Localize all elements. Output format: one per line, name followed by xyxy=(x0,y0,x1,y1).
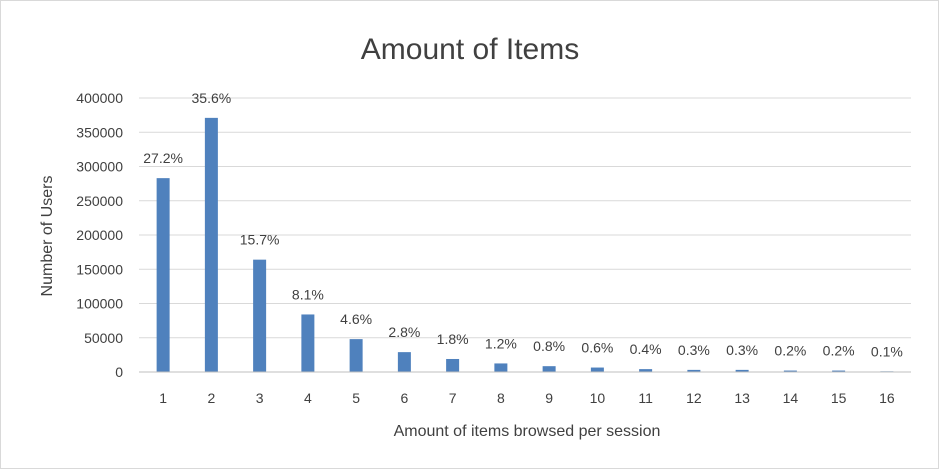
bars xyxy=(156,117,894,373)
x-tick-label-11: 11 xyxy=(638,390,653,406)
x-tick-label-12: 12 xyxy=(686,390,702,406)
data-label-10: 0.6% xyxy=(581,340,613,356)
data-labels: 27.2% 35.6% 15.7% 8.1% 4.6% 2.8% 1.8% 1.2% 0.8% 0… xyxy=(143,90,903,359)
data-label-8: 1.2% xyxy=(485,335,517,351)
y-tick-label: 300000 xyxy=(76,159,123,175)
x-tick-label-7: 7 xyxy=(449,390,457,406)
data-label-3: 15.7% xyxy=(240,232,280,248)
x-axis-title: Amount of items browsed per session xyxy=(394,423,661,440)
data-label-2: 35.6% xyxy=(192,90,232,106)
x-tick-label-6: 6 xyxy=(400,390,408,406)
bar-3 xyxy=(253,259,267,372)
y-tick-label: 150000 xyxy=(76,261,123,277)
gridlines xyxy=(139,97,911,339)
data-label-7: 1.8% xyxy=(437,331,469,347)
bar-7 xyxy=(446,358,460,372)
data-label-4: 8.1% xyxy=(292,286,324,302)
bar-13 xyxy=(735,369,749,372)
data-label-6: 2.8% xyxy=(388,324,420,340)
bar-6 xyxy=(397,352,411,372)
x-tick-label-1: 1 xyxy=(159,390,167,406)
x-tick-label-8: 8 xyxy=(497,390,505,406)
x-tick-label-9: 9 xyxy=(545,390,553,406)
data-label-11: 0.4% xyxy=(630,341,662,357)
y-tick-label: 400000 xyxy=(76,90,123,106)
data-label-13: 0.3% xyxy=(726,342,758,358)
y-tick-label: 350000 xyxy=(76,124,123,140)
x-tick-label-2: 2 xyxy=(207,390,215,406)
y-tick-label: 0 xyxy=(115,364,123,380)
data-label-1: 27.2% xyxy=(143,150,183,166)
y-axis-title: Number of Users xyxy=(39,176,56,297)
bar-9 xyxy=(542,366,556,372)
x-tick-label-10: 10 xyxy=(590,390,606,406)
bar-14 xyxy=(783,370,797,372)
x-tick-label-16: 16 xyxy=(879,390,895,406)
x-tick-label-4: 4 xyxy=(304,390,312,406)
bar-4 xyxy=(301,314,315,372)
x-tick-label-14: 14 xyxy=(783,390,799,406)
x-tick-label-5: 5 xyxy=(352,390,360,406)
bar-15 xyxy=(832,370,846,372)
data-label-16: 0.1% xyxy=(871,343,903,359)
data-label-9: 0.8% xyxy=(533,338,565,354)
bar-5 xyxy=(349,339,363,372)
data-label-14: 0.2% xyxy=(774,343,806,359)
chart-title: Amount of Items xyxy=(361,33,579,66)
x-tick-label-13: 13 xyxy=(734,390,750,406)
y-tick-label: 50000 xyxy=(84,330,123,346)
x-tick-label-3: 3 xyxy=(256,390,264,406)
y-tick-label: 100000 xyxy=(76,296,123,312)
bar-12 xyxy=(687,369,701,372)
data-label-15: 0.2% xyxy=(823,343,855,359)
y-tick-label: 200000 xyxy=(76,227,123,243)
bar-8 xyxy=(494,363,508,372)
x-tick-label-15: 15 xyxy=(831,390,847,406)
bar-11 xyxy=(639,369,653,372)
axes: 0 50000 100000 150000 200000 250000 300000 3500… xyxy=(76,90,911,406)
bar-10 xyxy=(590,367,604,372)
data-label-5: 4.6% xyxy=(340,311,372,327)
bar-2 xyxy=(204,117,218,373)
bar-1 xyxy=(156,178,170,372)
y-tick-label: 250000 xyxy=(76,193,123,209)
data-label-12: 0.3% xyxy=(678,342,710,358)
